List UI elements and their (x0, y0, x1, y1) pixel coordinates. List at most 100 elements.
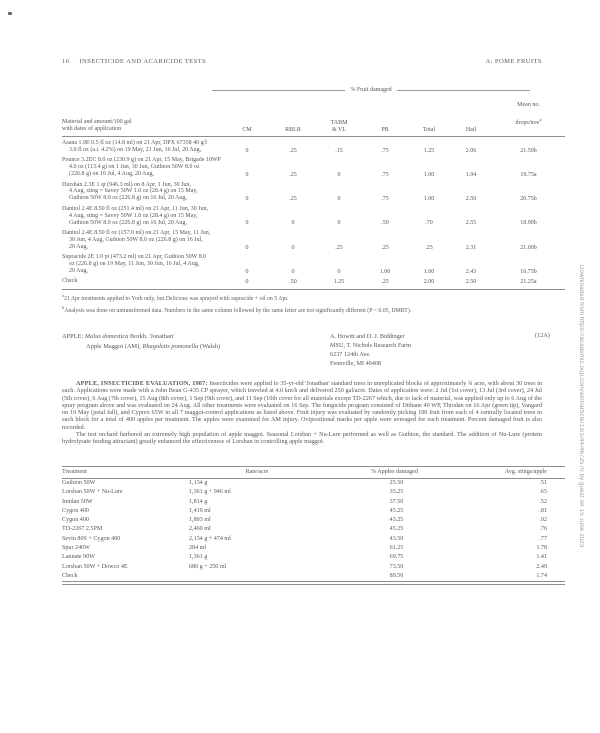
treatment-cell: Lorsban 50W + Dowco 4E (62, 563, 128, 570)
material-line: oz (226.8 g) on 19 May, 11 Jun, 30 Jun, … (69, 261, 200, 268)
paragraph-methods: APPLE, INSECTICIDE EVALUATION, 1987: Ins… (62, 380, 542, 431)
damage-value: 1.25 (333, 279, 345, 286)
damage-value: 16.75b (520, 268, 537, 275)
damaged-cell: 25.50 (389, 480, 404, 486)
table-row: Imidan 50W 1,814 g 37.50 .52 (62, 498, 565, 507)
damage-value: 18.90b (520, 220, 537, 227)
material-line: Check (62, 278, 78, 285)
header-rule (62, 136, 565, 137)
street-address: 6237 124th Ave. (330, 351, 371, 358)
damage-value: .25 (381, 279, 389, 286)
damaged-cell: 61.25 (389, 545, 404, 552)
stings-cell: 1.41 (536, 554, 547, 561)
author-address-block: A. Howitt and D. J. Biddinger MSU, T. Ni… (330, 332, 411, 368)
row-values: 0 0 0 .50 .70 2.55 18.90b (62, 220, 565, 226)
damage-value: 1.00 (423, 196, 435, 203)
material-line: 4 Aug, sting = Savey 50W 1.0 oz (28.4 g)… (69, 212, 198, 219)
rate-cell: 1,419 ml (189, 507, 211, 514)
pest-line: Apple Maggot (AM), Rhagoletis pomonella … (62, 342, 220, 352)
stub-spacer (62, 172, 224, 178)
damage-value: 2.55 (465, 220, 477, 227)
rate-cell: 1,134 g (189, 480, 208, 486)
material-line: Danitol 2.4E 8.50 fl oz (157.0 ml) on 21… (62, 229, 211, 236)
stings-cell: 1.74 (536, 572, 547, 579)
damage-value: 2.00 (423, 279, 435, 286)
column-header-hail: Hail (465, 127, 477, 133)
treatment-cell: Cygon 400 (62, 507, 89, 514)
column-header-mean-drops: Mean no. drops/treea (492, 95, 565, 134)
damage-value: 19.75a (520, 172, 537, 179)
damage-value: 0 (291, 220, 295, 227)
damaged-cell: 69.75 (389, 554, 404, 561)
material-line: 30 Jun, 4 Aug, Guthion 50W 8.0 oz (226.8… (69, 236, 203, 243)
fruit-damage-table: % Fruit damaged Material and amount/100 … (62, 86, 565, 315)
test-code: (12A) (535, 332, 550, 339)
material-description: Pounce 3.2EC 8.0 oz (230.9 g) on 21 Apr,… (62, 157, 312, 178)
material-line: 4 Aug, sting = Savey 50W 1.0 oz (28.4 g)… (69, 188, 198, 195)
header-rate: Rate/acre (245, 469, 269, 475)
treatment-cell: Sevin 80S + Cygon 400 (62, 535, 121, 542)
damage-value: 2.50 (465, 196, 477, 203)
table-row: Pounce 3.2EC 8.0 oz (230.9 g) on 21 Apr,… (62, 157, 565, 178)
page-number: 16 (62, 58, 70, 65)
table-row: Sevin 80S + Cygon 400 2,134 g + 474 ml 43.… (62, 535, 565, 544)
damaged-cell: 43.25 (389, 517, 404, 524)
damaged-cell: 37.50 (389, 498, 404, 505)
damage-value: 21.25a (520, 279, 537, 286)
rule-segment (396, 89, 531, 91)
damage-value: 21.50b (520, 147, 537, 154)
table-row: Check 0 .50 1.25 .25 2.00 2.50 21.25a (62, 278, 565, 285)
material-line: Danitol 2.4E 8.50 fl oz (251.4 ml) on 21… (62, 205, 209, 212)
journal-title: INSECTICIDE AND ACARICIDE TESTS (79, 58, 207, 65)
column-header-tabm-vl: TABM & VL (330, 120, 348, 133)
institution: MSU, T. Nichols Research Farm (330, 342, 411, 349)
rate-cell: 284 ml (189, 545, 207, 552)
column-header-pb: PB (381, 127, 389, 133)
material-line: Dursban 2.3E 1 qt (946.3 ml) on 8 Apr, 1… (62, 181, 191, 188)
header-stings: Avg. stings/apple (504, 469, 547, 475)
damage-value: 1.00 (423, 172, 435, 179)
stub-spacer (62, 196, 224, 202)
rate-cell: 1,814 g (189, 498, 208, 505)
table-row: Lorsban 50W + Dowco 4E 680 g + 250 ml 73.5… (62, 563, 565, 572)
damage-value: 1.25 (423, 147, 435, 154)
stub-spacer (62, 220, 224, 226)
damage-value: 0 (245, 244, 249, 251)
running-head-left: 16 INSECTICIDE AND ACARICIDE TESTS (62, 58, 206, 65)
damage-value: 1.00 (379, 268, 391, 275)
crop-species-name: Malus domestica (84, 333, 129, 340)
column-header-cm: CM (242, 127, 252, 133)
stub-spacer (62, 148, 224, 154)
material-description: Check (62, 278, 312, 285)
material-description: Danitol 2.4E 8.50 fl oz (157.0 ml) on 21… (62, 230, 312, 251)
damage-value: 0 (337, 220, 341, 227)
table-row: Cygon 400 1,419 ml 45.25 .81 (62, 507, 565, 516)
treatment-table-body: Guthion 50W 1,134 g 25.50 .51 Lorsban 50W + … (62, 479, 565, 581)
rate-cell (187, 572, 329, 581)
treatment-cell: Cygon 400 (62, 517, 89, 524)
material-line: (226.8 g) on 16 Jul, 4 Aug, 20 Aug, (69, 171, 155, 178)
stings-cell: .77 (539, 535, 547, 542)
material-line: Guthion 50W 8.0 oz (226.8 g) on 16 Jul, … (69, 219, 187, 226)
header-damaged: % Apples damaged (370, 469, 419, 475)
pest-authority: (Walsh) (198, 343, 221, 350)
damage-value: 1.94 (465, 172, 477, 179)
damaged-cell: 45.25 (389, 507, 404, 514)
download-watermark: Downloaded from https://academic.oup.com… (578, 265, 584, 548)
stub-spacer (62, 279, 224, 285)
footnote-text: Analysis was done on untransformed data.… (64, 308, 412, 315)
footnote-marker: a (62, 292, 64, 298)
treatment-cell: Guthion 50W (62, 480, 96, 486)
stub-column-header: Material and amount/100 gal with dates o… (62, 119, 132, 132)
damage-value: .25 (335, 244, 343, 251)
damage-value: .25 (381, 244, 389, 251)
damage-value: 2.31 (465, 244, 477, 251)
table-footnote-a: a21 Apr treatments applied to York only,… (62, 293, 565, 303)
mean-header-line2: drops/treea (492, 116, 565, 127)
rate-cell: 1,893 ml (189, 517, 211, 524)
stub-spacer (62, 269, 224, 275)
stings-cell: .81 (539, 507, 547, 514)
damage-value: 0 (337, 172, 341, 179)
damage-value: .50 (381, 220, 389, 227)
treatment-cell: TD-2267 2.5PM (62, 526, 103, 533)
